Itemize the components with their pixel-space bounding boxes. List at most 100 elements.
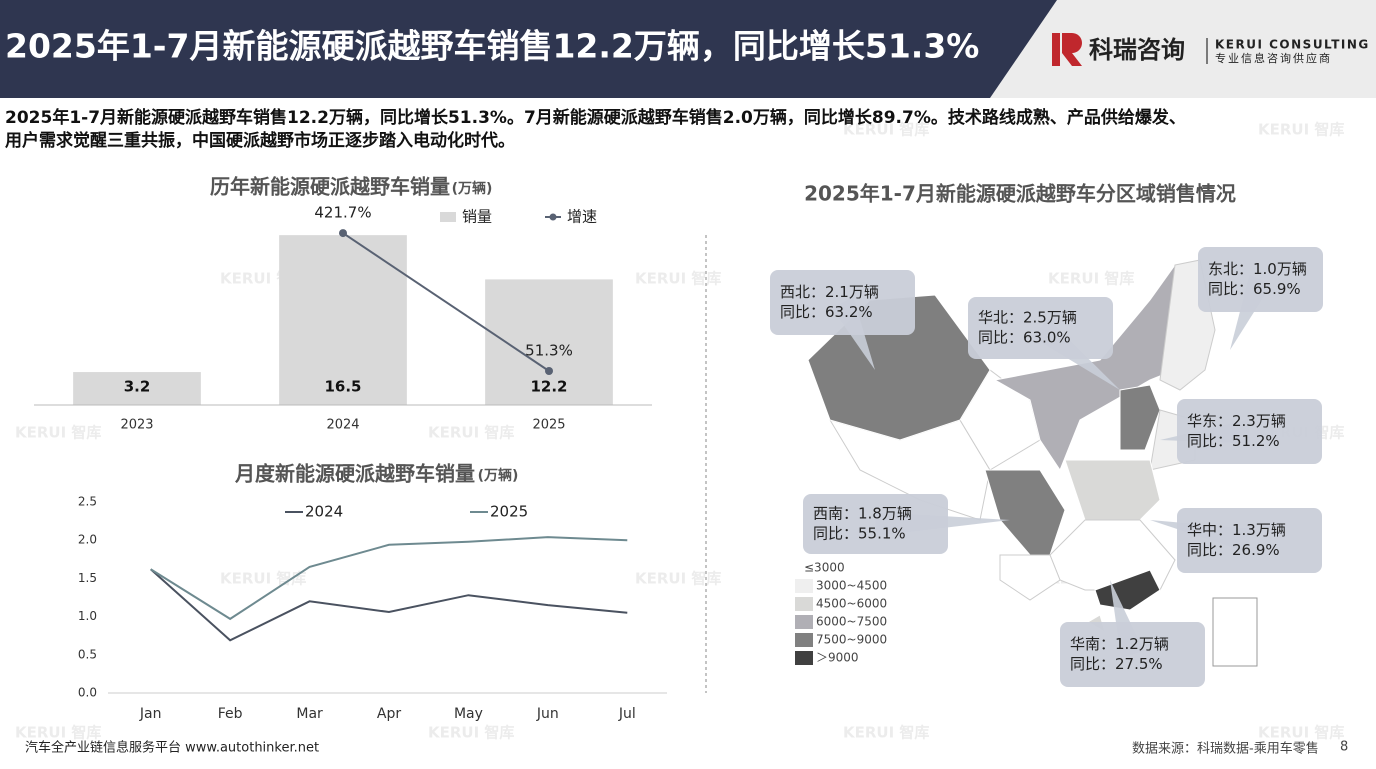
map: 2025年1-7月新能源硬派越野车分区域销售情况西北：2.1万辆同比：63.2%… xyxy=(770,182,1323,687)
watermark: KERUI 智库 xyxy=(428,724,514,742)
legend-swatch xyxy=(795,615,813,629)
callout-line: 同比：55.1% xyxy=(813,525,906,543)
header-band xyxy=(0,0,1057,98)
summary-line: 用户需求觉醒三重共振，中国硬派越野市场正逐步踏入电动化时代。 xyxy=(5,130,515,151)
y-tick-label: 1.5 xyxy=(78,571,97,585)
chart-title: 月度新能源硬派越野车销量 xyxy=(234,462,475,486)
legend-label: ＞9000 xyxy=(816,651,859,665)
legend-swatch xyxy=(549,213,557,221)
callout xyxy=(803,494,948,554)
series-line xyxy=(150,568,628,642)
x-tick-label: Jan xyxy=(139,706,162,722)
callout xyxy=(770,270,915,335)
x-tick-label: May xyxy=(454,706,483,722)
chart-subtitle: (万辆) xyxy=(452,180,493,197)
callout-line: 华南：1.2万辆 xyxy=(1070,635,1169,653)
province xyxy=(1119,384,1161,451)
province xyxy=(999,554,1061,601)
legend-swatch xyxy=(795,579,813,593)
legend-label: ≤3000 xyxy=(804,561,845,575)
growth-point xyxy=(545,367,553,376)
growth-point xyxy=(339,229,347,238)
x-tick-label: Feb xyxy=(218,706,243,722)
chart-subtitle: (万辆) xyxy=(478,467,519,484)
legend-swatch xyxy=(440,212,456,222)
chart-title: 历年新能源硬派越野车销量 xyxy=(210,175,450,199)
province xyxy=(1049,519,1176,591)
logo-r xyxy=(1062,33,1082,66)
callout xyxy=(1177,399,1322,464)
brand-en: KERUI CONSULTING xyxy=(1215,38,1370,52)
legend-label: 2024 xyxy=(305,503,343,521)
x-tick-label: Jun xyxy=(536,706,559,722)
callout xyxy=(1177,508,1322,573)
growth-line xyxy=(342,232,550,372)
legend-label: 4500~6000 xyxy=(816,597,887,611)
y-tick-label: 1.0 xyxy=(78,609,97,623)
watermark: KERUI 智库 xyxy=(635,270,721,288)
footer-source: 数据来源：科瑞数据-乘用车零售 xyxy=(1132,741,1319,757)
watermark: KERUI 智库 xyxy=(635,570,721,588)
callout xyxy=(1198,247,1323,312)
callout-line: 同比：27.5% xyxy=(1070,655,1163,673)
legend-label: 6000~7500 xyxy=(816,615,887,629)
bar xyxy=(73,372,201,405)
series-line xyxy=(150,536,628,621)
bar-label: 3.2 xyxy=(124,378,151,396)
watermark: KERUI 智库 xyxy=(1048,270,1134,288)
x-tick-label: 2025 xyxy=(532,418,565,433)
callout-line: 同比：63.0% xyxy=(978,329,1071,347)
charts: 历年新能源硬派越野车销量 (万辆)3.2 16.5 12.2销量421.7%51.3%… xyxy=(34,175,667,722)
callout-line: 华北：2.5万辆 xyxy=(978,309,1077,327)
legend-swatch xyxy=(795,651,813,665)
growth-label: 51.3% xyxy=(525,342,573,360)
x-tick-label: Apr xyxy=(377,706,401,722)
callout-line: 同比：51.2% xyxy=(1187,432,1280,450)
x-tick-label: 2023 xyxy=(120,418,153,433)
callout xyxy=(1060,622,1205,687)
callout-line: 华东：2.3万辆 xyxy=(1187,412,1286,430)
callout-line: 华中：1.3万辆 xyxy=(1187,521,1286,539)
bar-label: 12.2 xyxy=(530,378,567,396)
legend-swatch xyxy=(795,597,813,611)
callout-line: 西北：2.1万辆 xyxy=(780,283,879,301)
watermark: KERUI 智库 xyxy=(843,121,929,139)
logo xyxy=(1052,33,1082,66)
legend-label: 3000~4500 xyxy=(816,579,887,593)
x-tick-label: Jul xyxy=(618,706,636,722)
legend-label: 7500~9000 xyxy=(816,633,887,647)
header-title: 2025年1-7月新能源硬派越野车销售12.2万辆，同比增长51.3% xyxy=(5,27,979,66)
inset-map xyxy=(1212,597,1258,667)
footer-left: 汽车全产业链信息服务平台 www.autothinker.net xyxy=(25,740,319,756)
brand-sub: 专业信息咨询供应商 xyxy=(1215,51,1332,65)
callout-line: 西南：1.8万辆 xyxy=(813,505,912,523)
callout-line: 同比：65.9% xyxy=(1208,280,1301,298)
legend-swatch xyxy=(795,633,813,647)
callout-line: 东北：1.0万辆 xyxy=(1208,260,1307,278)
bar xyxy=(279,235,407,405)
y-tick-label: 2.0 xyxy=(78,533,97,547)
province xyxy=(1064,459,1161,521)
y-tick-label: 0.0 xyxy=(78,686,97,700)
province xyxy=(1094,569,1161,611)
watermark: KERUI 智库 xyxy=(843,724,929,742)
growth-label: 421.7% xyxy=(314,204,371,222)
province xyxy=(984,469,1066,556)
page-number: 8 xyxy=(1340,740,1348,755)
callout-line: 同比：26.9% xyxy=(1187,541,1280,559)
watermark: KERUI 智库 xyxy=(1258,724,1344,742)
watermark: KERUI 智库 xyxy=(15,424,101,442)
bar-label: 16.5 xyxy=(324,378,361,396)
callout xyxy=(968,297,1113,359)
summary-line: 2025年1-7月新能源硬派越野车销售12.2万辆，同比增长51.3%。7月新能… xyxy=(5,107,1186,128)
y-tick-label: 2.5 xyxy=(78,495,97,509)
x-tick-label: 2024 xyxy=(326,418,359,433)
legend-label: 2025 xyxy=(490,503,528,521)
map-title: 2025年1-7月新能源硬派越野车分区域销售情况 xyxy=(804,182,1236,206)
logo-bar xyxy=(1052,33,1060,66)
watermark: KERUI 智库 xyxy=(1258,121,1344,139)
y-tick-label: 0.5 xyxy=(78,647,97,661)
x-tick-label: Mar xyxy=(296,706,323,722)
